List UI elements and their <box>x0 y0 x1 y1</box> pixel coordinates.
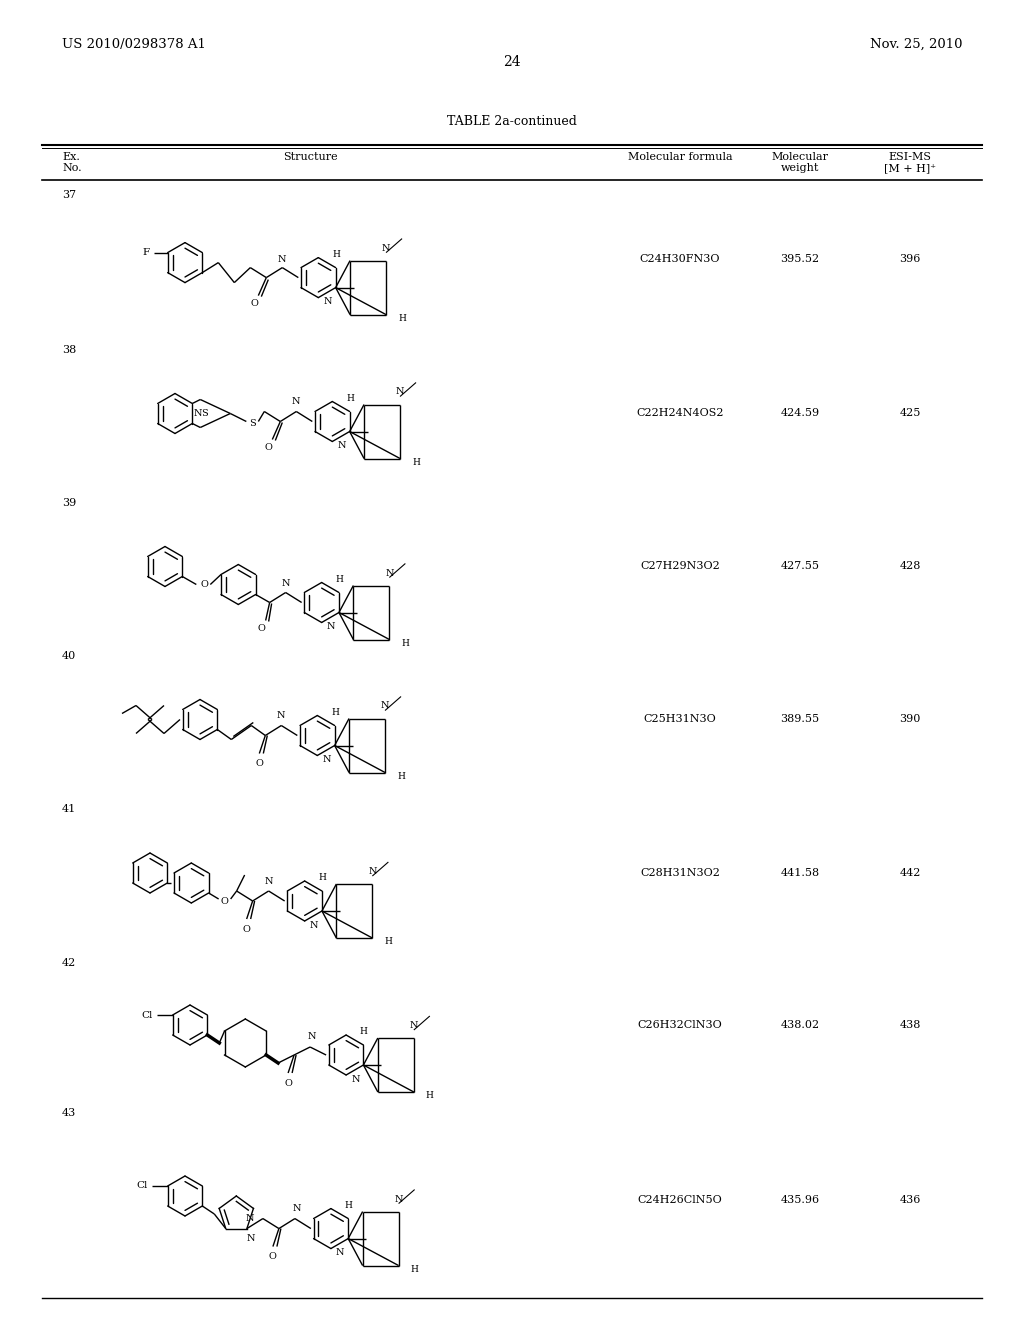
Text: C25H31N3O: C25H31N3O <box>644 714 717 723</box>
Text: US 2010/0298378 A1: US 2010/0298378 A1 <box>62 38 206 51</box>
Text: N: N <box>324 297 332 306</box>
Text: H: H <box>401 639 410 648</box>
Text: N: N <box>247 1234 255 1243</box>
Text: 396: 396 <box>899 253 921 264</box>
Text: O: O <box>269 1253 276 1261</box>
Text: 24: 24 <box>503 55 521 69</box>
Text: S: S <box>249 418 256 428</box>
Text: N: N <box>396 388 404 396</box>
Text: O: O <box>243 924 251 933</box>
Text: H: H <box>332 249 340 259</box>
Text: N: N <box>382 244 390 252</box>
Text: O: O <box>258 624 265 634</box>
Text: N: N <box>309 920 318 929</box>
Text: N: N <box>292 397 301 407</box>
Text: 37: 37 <box>62 190 76 201</box>
Text: 38: 38 <box>62 345 76 355</box>
Text: C22H24N4OS2: C22H24N4OS2 <box>636 408 724 418</box>
Text: [M + H]⁺: [M + H]⁺ <box>884 162 936 173</box>
Text: H: H <box>318 874 327 883</box>
Text: N: N <box>282 578 290 587</box>
Text: N: N <box>351 1074 359 1084</box>
Text: 436: 436 <box>899 1195 921 1205</box>
Text: 40: 40 <box>62 651 76 661</box>
Text: Molecular formula: Molecular formula <box>628 152 732 162</box>
Text: 390: 390 <box>899 714 921 723</box>
Text: H: H <box>346 393 354 403</box>
Text: H: H <box>359 1027 368 1036</box>
Text: Structure: Structure <box>283 152 337 162</box>
Text: 39: 39 <box>62 498 76 508</box>
Text: weight: weight <box>781 162 819 173</box>
Text: C27H29N3O2: C27H29N3O2 <box>640 561 720 572</box>
Text: H: H <box>336 576 343 583</box>
Text: ESI-MS: ESI-MS <box>889 152 932 162</box>
Text: 395.52: 395.52 <box>780 253 819 264</box>
Text: 428: 428 <box>899 561 921 572</box>
Text: N: N <box>337 441 346 450</box>
Text: N: N <box>368 867 377 876</box>
Text: H: H <box>411 1265 419 1274</box>
Text: 435.96: 435.96 <box>780 1195 819 1205</box>
Text: C26H32ClN3O: C26H32ClN3O <box>638 1020 722 1030</box>
Text: F: F <box>142 248 150 257</box>
Text: 43: 43 <box>62 1107 76 1118</box>
Text: N: N <box>385 569 393 578</box>
Text: H: H <box>397 772 404 781</box>
Text: N: N <box>195 409 203 418</box>
Text: 438: 438 <box>899 1020 921 1030</box>
Text: O: O <box>221 896 228 906</box>
Text: N: N <box>327 622 335 631</box>
Text: N: N <box>278 711 286 721</box>
Text: H: H <box>412 458 420 467</box>
Text: No.: No. <box>62 162 82 173</box>
Text: C28H31N3O2: C28H31N3O2 <box>640 869 720 878</box>
Text: Nov. 25, 2010: Nov. 25, 2010 <box>869 38 962 51</box>
Text: O: O <box>251 300 258 308</box>
Text: Cl: Cl <box>136 1181 147 1191</box>
Text: Ex.: Ex. <box>62 152 80 162</box>
Text: 442: 442 <box>899 869 921 878</box>
Text: 424.59: 424.59 <box>780 408 819 418</box>
Text: Cl: Cl <box>141 1011 153 1019</box>
Text: 389.55: 389.55 <box>780 714 819 723</box>
Text: N: N <box>381 701 389 710</box>
Text: H: H <box>398 314 406 323</box>
Text: O: O <box>285 1078 292 1088</box>
Text: H: H <box>384 937 392 946</box>
Text: N: N <box>264 876 272 886</box>
Text: Molecular: Molecular <box>771 152 828 162</box>
Text: N: N <box>336 1249 344 1257</box>
Text: H: H <box>345 1201 352 1210</box>
Text: H: H <box>426 1092 434 1101</box>
Text: C24H26ClN5O: C24H26ClN5O <box>638 1195 722 1205</box>
Text: N: N <box>245 1214 254 1222</box>
Text: O: O <box>264 444 272 451</box>
Text: 441.58: 441.58 <box>780 869 819 878</box>
Text: S: S <box>201 409 208 418</box>
Text: 438.02: 438.02 <box>780 1020 819 1030</box>
Text: N: N <box>293 1204 301 1213</box>
Text: N: N <box>410 1020 418 1030</box>
Text: 425: 425 <box>899 408 921 418</box>
Text: TABLE 2a-continued: TABLE 2a-continued <box>447 115 577 128</box>
Text: 42: 42 <box>62 958 76 968</box>
Text: N: N <box>323 755 331 764</box>
Text: C24H30FN3O: C24H30FN3O <box>640 253 720 264</box>
Text: 41: 41 <box>62 804 76 814</box>
Text: O: O <box>255 759 263 768</box>
Text: N: N <box>308 1032 316 1041</box>
Text: O: O <box>201 579 208 589</box>
Text: N: N <box>394 1195 402 1204</box>
Text: N: N <box>279 255 287 264</box>
Text: H: H <box>331 708 339 717</box>
Text: 427.55: 427.55 <box>780 561 819 572</box>
